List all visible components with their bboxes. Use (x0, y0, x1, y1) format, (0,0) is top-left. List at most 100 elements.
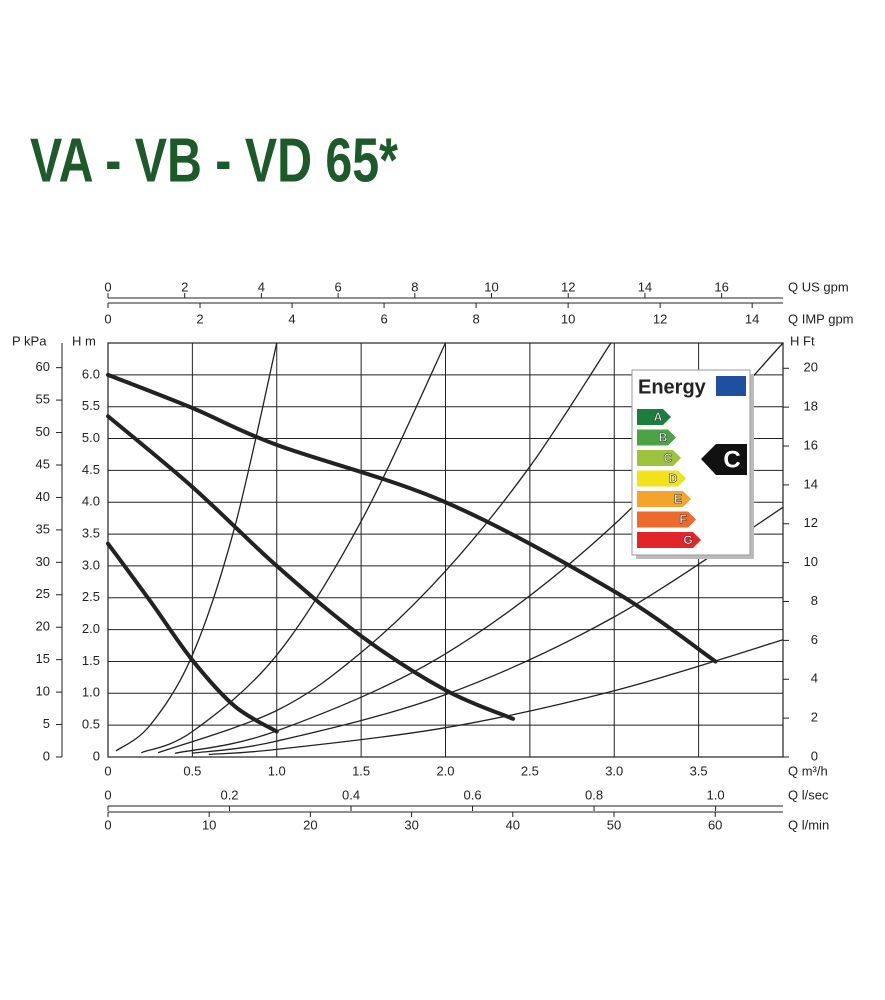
tick-label: 0 (104, 787, 111, 802)
axis-label: Q l/sec (788, 787, 829, 802)
tick-label: 10 (36, 684, 50, 699)
y-tick-label: 2.0 (82, 621, 100, 636)
tick-label: 40 (506, 817, 520, 832)
energy-class-bar (637, 429, 676, 446)
y-tick-label: 1.5 (82, 653, 100, 668)
energy-class-bar (637, 532, 701, 548)
y-tick-label: 4.5 (82, 462, 100, 477)
system-curve (141, 342, 447, 754)
system-curve (191, 506, 784, 754)
pump-curve (106, 372, 718, 664)
tick-label: 8 (472, 311, 479, 326)
tick-label: 2 (181, 279, 188, 294)
axis-label: Q IMP gpm (788, 311, 854, 326)
tick-label: 6 (380, 311, 387, 326)
energy-class-label: A (654, 410, 663, 424)
pump-curve (106, 541, 279, 734)
system-curve (157, 342, 612, 754)
energy-class-bar (637, 450, 681, 466)
tick-label: 4 (811, 671, 818, 686)
tick-label: 10 (484, 279, 498, 294)
tick-label: 0.2 (220, 787, 238, 802)
y-tick-label: 2.5 (82, 589, 100, 604)
x-tick-label: 1.5 (352, 763, 370, 778)
x-tick-label: 2.5 (521, 763, 539, 778)
tick-label: 12 (561, 279, 575, 294)
tick-label: 10 (804, 554, 818, 569)
tick-label: 30 (404, 817, 418, 832)
energy-class-bar (637, 409, 671, 425)
tick-label: 40 (36, 489, 50, 504)
tick-label: 30 (36, 554, 50, 569)
tick-label: 25 (36, 586, 50, 601)
tick-label: 2 (811, 710, 818, 725)
x-tick-label: 3.0 (605, 763, 623, 778)
energy-class-label: F (679, 513, 686, 527)
energy-class-bar (637, 511, 696, 528)
tick-label: 20 (303, 817, 317, 832)
x-tick-label: 0.5 (183, 763, 201, 778)
y-tick-label: 0.5 (82, 717, 100, 732)
tick-label: 0 (104, 279, 111, 294)
tick-label: 20 (804, 360, 818, 375)
tick-label: 12 (804, 515, 818, 530)
tick-label: 10 (561, 311, 575, 326)
axis-label: H Ft (790, 333, 815, 348)
tick-label: 50 (607, 817, 621, 832)
energy-class-label: B (659, 431, 668, 445)
x-tick-label: 2.0 (436, 763, 454, 778)
rating-arrow (701, 444, 747, 475)
tick-label: 6 (334, 279, 341, 294)
tick-label: 60 (36, 359, 50, 374)
tick-label: 6 (811, 632, 818, 647)
tick-label: 16 (804, 437, 818, 452)
tick-label: 5 (43, 716, 50, 731)
tick-label: 8 (811, 593, 818, 608)
tick-label: 0 (811, 748, 818, 763)
tick-label: 18 (804, 399, 818, 414)
tick-label: 0.6 (463, 787, 481, 802)
tick-label: 20 (36, 619, 50, 634)
y-tick-label: 1.0 (82, 685, 100, 700)
tick-label: 45 (36, 456, 50, 471)
tick-label: 50 (36, 424, 50, 439)
chart-title: VA - VB - VD 65* (30, 126, 398, 195)
y-tick-label: 5.0 (82, 430, 100, 445)
axis-label: P kPa (12, 333, 47, 348)
tick-label: 14 (804, 476, 818, 491)
rating-label: C (723, 446, 740, 473)
axis-label: Q l/min (788, 817, 829, 832)
tick-label: 12 (653, 311, 667, 326)
eu-flag (716, 376, 746, 396)
tick-label: 0.4 (342, 787, 360, 802)
tick-label: 14 (745, 311, 759, 326)
x-tick-label: 3.5 (690, 763, 708, 778)
tick-label: 15 (36, 651, 50, 666)
x-tick-label: 1.0 (268, 763, 286, 778)
tick-label: 4 (288, 311, 295, 326)
y-axis-label: H m (72, 333, 96, 348)
tick-label: 2 (196, 311, 203, 326)
tick-label: 0 (43, 748, 50, 763)
y-tick-label: 5.5 (82, 398, 100, 413)
system-curve (208, 639, 784, 756)
pump-curve (106, 414, 515, 721)
tick-label: 14 (638, 279, 652, 294)
energy-class-bar (637, 470, 686, 487)
axis-label: Q US gpm (788, 279, 849, 294)
energy-class-label: C (664, 451, 673, 465)
tick-label: 1.0 (707, 787, 725, 802)
tick-label: 55 (36, 392, 50, 407)
energy-class-label: G (683, 533, 692, 547)
system-curve (115, 342, 278, 752)
tick-label: 10 (202, 817, 216, 832)
y-tick-label: 3.0 (82, 557, 100, 572)
x-axis-label: Q m³/h (788, 763, 828, 778)
y-tick-label: 0 (93, 748, 100, 763)
tick-label: 0 (104, 817, 111, 832)
y-tick-label: 6.0 (82, 366, 100, 381)
tick-label: 8 (411, 279, 418, 294)
tick-label: 0.8 (585, 787, 603, 802)
